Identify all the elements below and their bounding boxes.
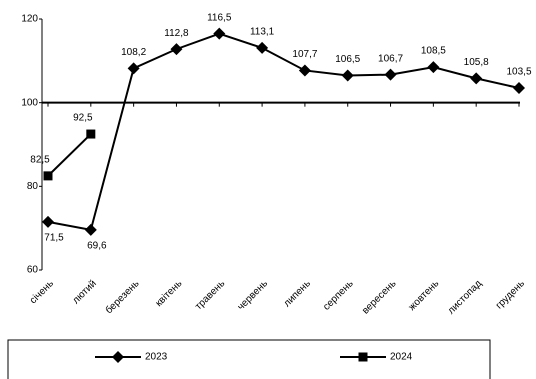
- x-tick-label: березень: [103, 278, 142, 317]
- data-label: 108,5: [421, 46, 446, 57]
- x-tick-label: червень: [236, 278, 271, 313]
- data-point: [470, 72, 483, 85]
- legend-label: 2024: [390, 352, 413, 363]
- data-point: [170, 43, 183, 56]
- data-point: [127, 62, 140, 75]
- x-tick-label: травень: [193, 278, 227, 312]
- x-tick-label: листопад: [446, 278, 484, 316]
- data-label: 112,8: [164, 28, 189, 39]
- data-point: [256, 41, 269, 54]
- data-point: [298, 64, 311, 77]
- data-label: 106,5: [335, 54, 360, 65]
- data-label: 116,5: [207, 12, 232, 23]
- data-point: [341, 69, 354, 82]
- data-point: [384, 68, 397, 81]
- data-point: [86, 129, 96, 139]
- x-tick-label: вересень: [360, 278, 398, 316]
- legend-marker: [358, 352, 368, 362]
- x-tick-label: грудень: [494, 278, 527, 311]
- data-label: 71,5: [44, 233, 64, 244]
- data-point: [513, 82, 525, 95]
- y-tick-label: 100: [21, 97, 38, 108]
- data-label: 82,5: [30, 155, 50, 166]
- data-label: 108,2: [121, 47, 146, 58]
- series-line: [47, 133, 92, 177]
- y-tick-label: 120: [21, 14, 38, 25]
- data-label: 113,1: [250, 27, 275, 38]
- data-label: 106,7: [378, 53, 403, 64]
- x-tick-label: квітень: [154, 278, 185, 309]
- data-point: [213, 27, 226, 40]
- data-point: [84, 223, 97, 236]
- x-tick-label: серпень: [321, 278, 356, 313]
- data-label: 107,7: [292, 49, 317, 60]
- data-point: [427, 61, 440, 74]
- y-tick-label: 80: [27, 181, 39, 192]
- legend-box: [7, 339, 491, 379]
- data-label: 69,6: [87, 240, 107, 251]
- data-label: 103,5: [506, 67, 531, 78]
- data-label: 105,8: [464, 57, 489, 68]
- data-point: [42, 215, 54, 228]
- legend-marker: [112, 351, 124, 363]
- data-label: 92,5: [73, 113, 93, 124]
- series-line: [47, 32, 520, 231]
- x-tick-label: січень: [28, 278, 56, 306]
- x-tick-label: жовтень: [407, 278, 442, 313]
- data-point: [43, 171, 53, 181]
- x-tick-label: лютий: [71, 278, 99, 306]
- legend-label: 2023: [145, 352, 168, 363]
- y-tick-label: 60: [27, 265, 39, 276]
- x-tick-label: липень: [282, 278, 313, 309]
